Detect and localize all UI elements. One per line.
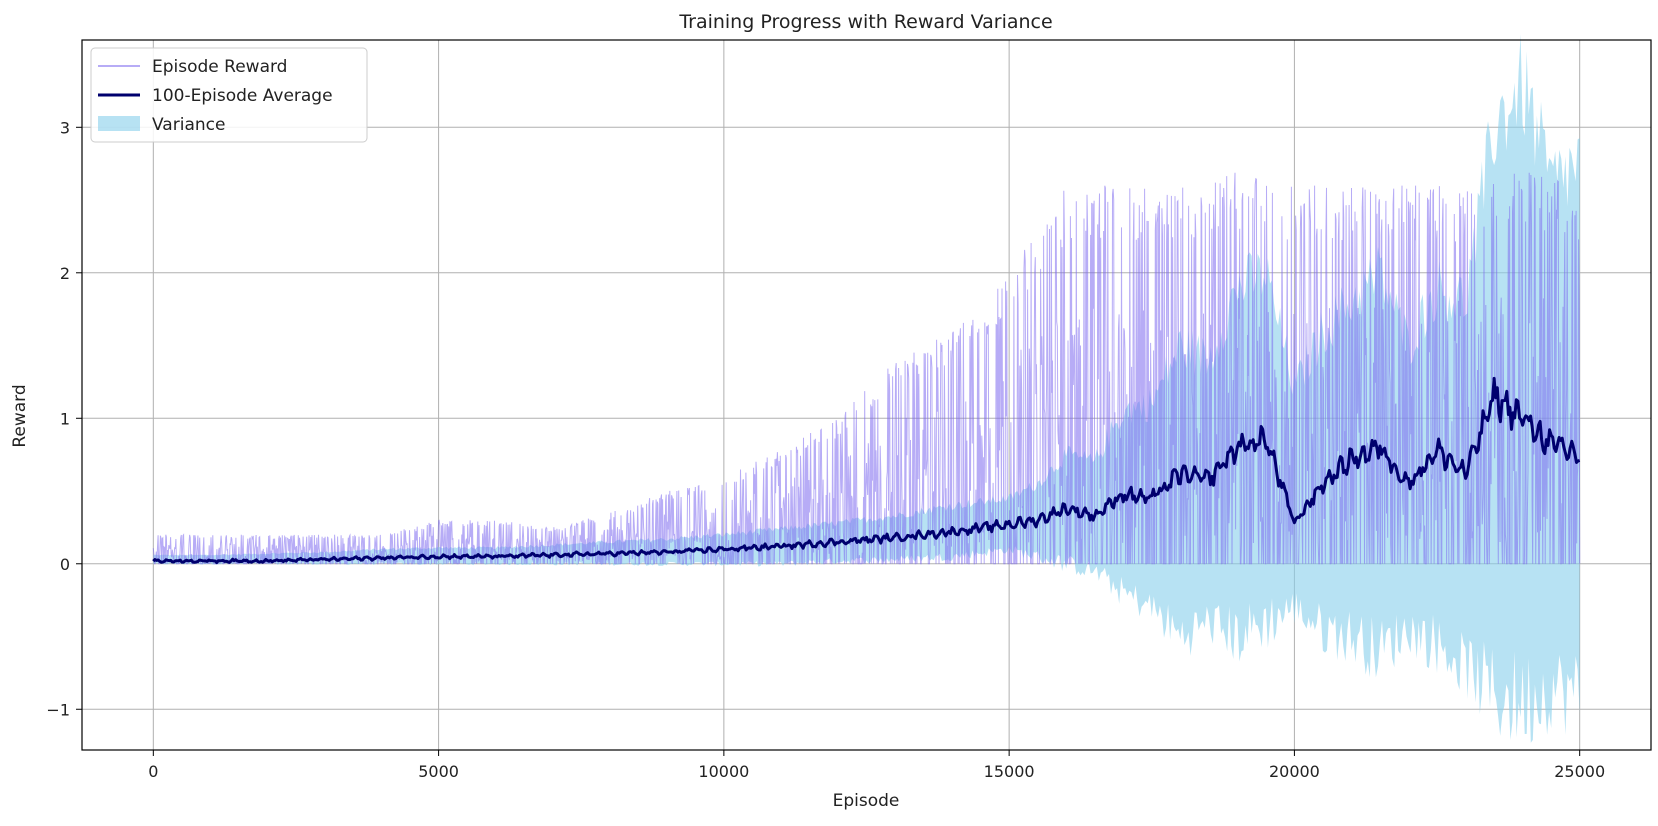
x-tick-label: 0 xyxy=(148,762,158,781)
chart-title: Training Progress with Reward Variance xyxy=(678,11,1052,33)
axis-ticks: 0 5000 10000 15000 20000 25000 −1 0 1 2 3 xyxy=(46,118,1605,781)
variance-area xyxy=(153,34,1580,743)
average-series xyxy=(152,376,1581,565)
episode-reward-series xyxy=(152,172,1581,565)
legend-box xyxy=(90,47,368,143)
legend-variance-label: Variance xyxy=(152,115,225,135)
legend-episode-reward-label: Episode Reward xyxy=(152,57,287,77)
legend-variance-swatch xyxy=(98,116,140,131)
x-tick-label: 25000 xyxy=(1554,762,1605,781)
y-tick-label: 0 xyxy=(60,555,70,574)
x-tick-label: 10000 xyxy=(698,762,749,781)
y-tick-label: −1 xyxy=(46,700,70,719)
x-axis-label: Episode xyxy=(833,791,900,811)
legend-average-label: 100-Episode Average xyxy=(152,86,333,106)
y-tick-label: 1 xyxy=(60,409,70,428)
episode-reward-line xyxy=(152,172,1581,565)
variance-band xyxy=(153,34,1580,743)
plot-frame xyxy=(81,39,1652,751)
x-tick-label: 5000 xyxy=(418,762,459,781)
x-tick-label: 15000 xyxy=(984,762,1035,781)
y-tick-label: 3 xyxy=(60,118,70,137)
y-axis-label: Reward xyxy=(10,384,30,447)
x-tick-label: 20000 xyxy=(1269,762,1320,781)
average-line xyxy=(152,376,1581,565)
legend: Episode Reward 100-Episode Average Varia… xyxy=(90,47,368,143)
y-tick-label: 2 xyxy=(60,264,70,283)
